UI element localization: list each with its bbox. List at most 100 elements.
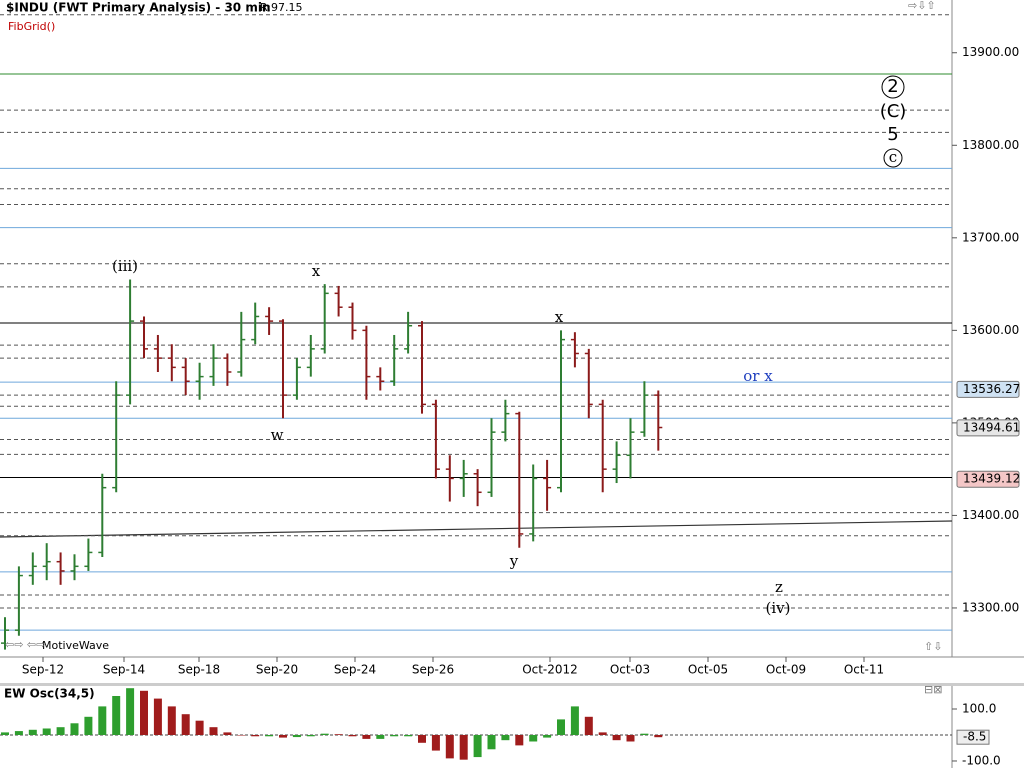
scroll-controls[interactable]: ⇧⇩ [924, 640, 942, 653]
wave-label: z [775, 578, 783, 596]
osc-bar [501, 734, 510, 741]
last-value-box [956, 729, 990, 745]
x-tick-label: Oct-05 [688, 663, 728, 677]
osc-bar [98, 706, 107, 735]
osc-controls[interactable]: ⊟⊠ [924, 683, 942, 696]
osc-bar [598, 732, 607, 735]
osc-bar [251, 734, 260, 737]
osc-bar [334, 734, 343, 735]
x-tick-label: Sep-20 [256, 663, 298, 677]
x-tick-label: Oct-09 [766, 663, 806, 677]
wave-circle [883, 148, 903, 168]
osc-bar [223, 732, 232, 735]
osc-bar [153, 698, 162, 735]
wave-label: x [312, 262, 321, 280]
osc-bar [543, 734, 552, 738]
y-tick-label: -100.0 [962, 753, 1001, 767]
price-marker-box [956, 470, 1020, 488]
x-tick-label: Oct-11 [844, 663, 884, 677]
osc-bar [195, 720, 204, 735]
y-tick-label: 13800.00 [962, 138, 1019, 152]
price-marker-label: 13494.61 [963, 420, 1020, 434]
osc-bar [28, 729, 37, 735]
osc-bar [320, 733, 329, 735]
osc-bar [404, 734, 413, 737]
reading: R:97.15 [260, 1, 303, 14]
wave-label: 5 [887, 124, 898, 145]
osc-bar [292, 734, 301, 738]
wave-label: (C) [880, 101, 907, 122]
osc-bar [612, 734, 621, 741]
osc-bar [279, 734, 287, 738]
osc-bar [557, 719, 565, 735]
osc-bar [265, 734, 274, 737]
x-tick-label: Oct-03 [610, 663, 650, 677]
osc-bar [14, 731, 23, 735]
osc-bar [418, 734, 426, 743]
osc-bar [445, 734, 454, 759]
osc-bar [42, 728, 51, 735]
x-tick-label: Sep-18 [178, 663, 220, 677]
y-tick-label: 13700.00 [962, 230, 1019, 244]
y-tick-label: 13600.00 [962, 323, 1019, 337]
oscillator: 100.0 -100.0 -8.5 [0, 688, 1001, 767]
osc-bar [640, 733, 649, 735]
osc-bar [362, 734, 371, 739]
osc-bar [348, 734, 357, 737]
osc-bar [306, 734, 315, 737]
osc-bar [459, 734, 468, 760]
osc-bar [584, 716, 593, 735]
osc-title: EW Osc(34,5) [4, 687, 95, 701]
chart-title: $INDU (FWT Primary Analysis) - 30 min [6, 1, 271, 15]
osc-bar [70, 723, 79, 735]
wave-label: x [555, 308, 564, 326]
osc-bar [473, 734, 482, 758]
price-marker-label: 13536.27 [963, 382, 1020, 396]
price-marker-box [956, 419, 1020, 437]
x-tick-label: Oct-2012 [522, 663, 578, 677]
osc-bar [181, 714, 190, 735]
trend-line [0, 520, 953, 538]
wave-label: y [509, 552, 519, 570]
osc-bar [237, 734, 246, 736]
price-marker-label: 13439.12 [963, 472, 1020, 486]
x-tick-label: Sep-14 [103, 663, 145, 677]
nav-arrows[interactable]: ⇦⇨ ⇦⇨ [5, 638, 45, 651]
wave-label: or x [743, 367, 773, 385]
osc-bar [1, 732, 9, 735]
wave-circle [881, 75, 905, 99]
y-tick-label: 13900.00 [962, 45, 1019, 59]
panel-controls[interactable]: ⇨⇩⇧ [908, 0, 936, 12]
wave-label: w [271, 426, 284, 444]
osc-bar [570, 706, 579, 735]
study-label: FibGrid() [8, 20, 55, 33]
osc-bar [487, 734, 496, 750]
osc-bar [376, 734, 385, 739]
price-bars [1, 279, 663, 650]
y-tick-label: 13300.00 [962, 600, 1019, 614]
osc-bar [390, 734, 399, 737]
labels: 13300.0013400.0013500.0013600.0013700.00… [22, 45, 1020, 676]
x-tick-label: Sep-12 [22, 663, 64, 677]
x-tick-label: Sep-26 [412, 663, 454, 677]
watermark: MotiveWave [42, 639, 109, 652]
wave-label: (iii) [112, 257, 138, 275]
x-tick-label: Sep-24 [334, 663, 376, 677]
panel-divider [0, 683, 1024, 686]
osc-bar [209, 727, 218, 735]
osc-bar [84, 716, 93, 735]
price-marker-box [956, 380, 1020, 398]
fib-levels [0, 14, 952, 631]
osc-bar [431, 734, 440, 751]
osc-bar [167, 706, 176, 735]
y-tick-label: 13400.00 [962, 508, 1019, 522]
osc-bar [140, 690, 148, 735]
wave-label: c [889, 148, 897, 166]
osc-bar [515, 734, 524, 746]
osc-bar [654, 734, 663, 738]
y-tick-label: 100.0 [962, 701, 996, 715]
osc-bar [56, 727, 65, 735]
osc-bar [126, 688, 135, 735]
